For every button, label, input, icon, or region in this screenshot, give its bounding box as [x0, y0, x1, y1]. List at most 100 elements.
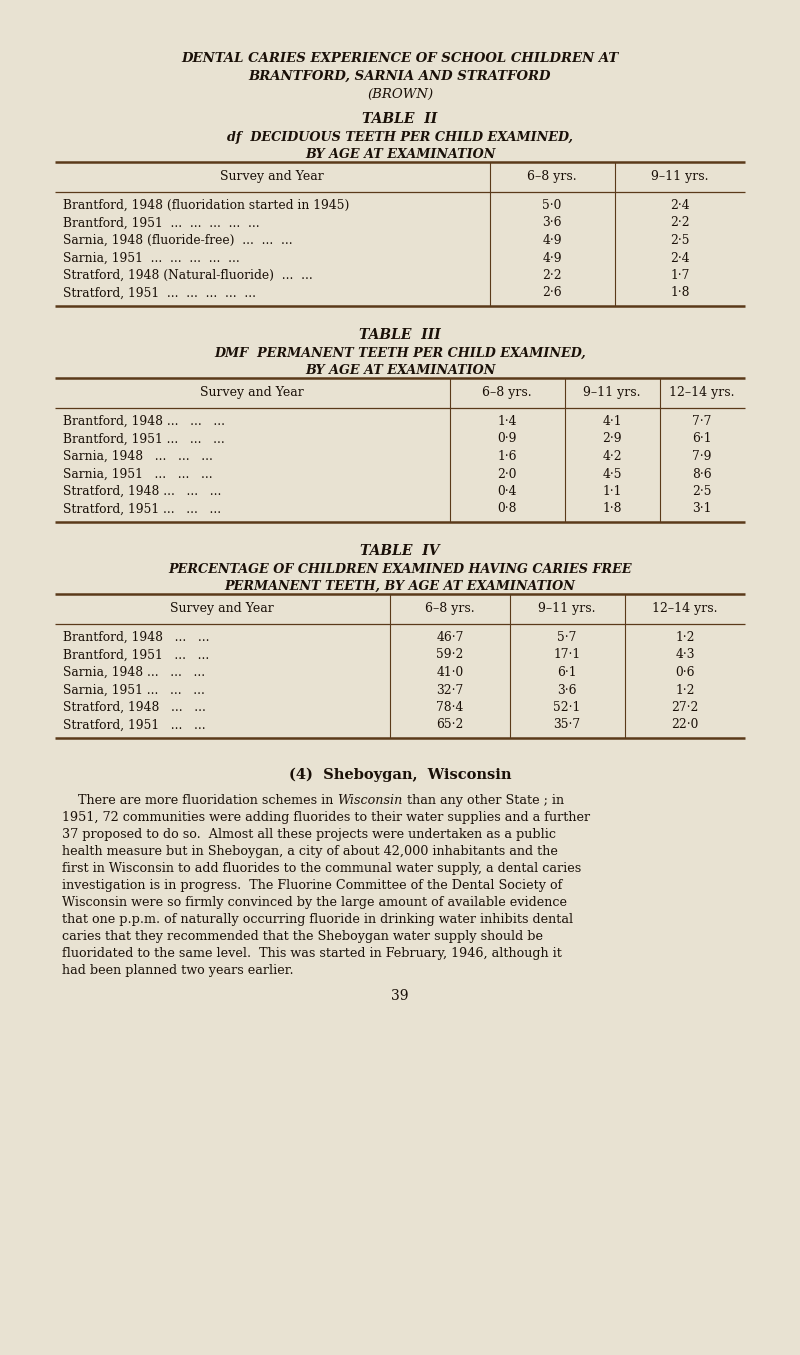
- Text: 2·2: 2·2: [542, 270, 562, 282]
- Text: 2·5: 2·5: [670, 234, 690, 247]
- Text: 41·0: 41·0: [436, 667, 464, 679]
- Text: 6·1: 6·1: [692, 432, 712, 446]
- Text: 9–11 yrs.: 9–11 yrs.: [538, 602, 596, 615]
- Text: 59·2: 59·2: [436, 649, 464, 661]
- Text: TABLE  III: TABLE III: [359, 328, 441, 341]
- Text: 6–8 yrs.: 6–8 yrs.: [482, 386, 532, 398]
- Text: 4·9: 4·9: [542, 252, 562, 264]
- Text: 1951, 72 communities were adding fluorides to their water supplies and a further: 1951, 72 communities were adding fluorid…: [62, 812, 590, 824]
- Text: TABLE  IV: TABLE IV: [360, 543, 440, 558]
- Text: 2·2: 2·2: [670, 217, 690, 229]
- Text: 6·1: 6·1: [558, 667, 577, 679]
- Text: df  DECIDUOUS TEETH PER CHILD EXAMINED,: df DECIDUOUS TEETH PER CHILD EXAMINED,: [227, 131, 573, 144]
- Text: 2·6: 2·6: [542, 286, 562, 299]
- Text: 17·1: 17·1: [554, 649, 581, 661]
- Text: 37 proposed to do so.  Almost all these projects were undertaken as a public: 37 proposed to do so. Almost all these p…: [62, 828, 556, 841]
- Text: investigation is in progress.  The Fluorine Committee of the Dental Society of: investigation is in progress. The Fluori…: [62, 879, 562, 892]
- Text: Sarnia, 1948 ...   ...   ...: Sarnia, 1948 ... ... ...: [63, 667, 205, 679]
- Text: Stratford, 1948 (Natural-fluoride)  ...  ...: Stratford, 1948 (Natural-fluoride) ... .…: [63, 270, 313, 282]
- Text: caries that they recommended that the Sheboygan water supply should be: caries that they recommended that the Sh…: [62, 930, 543, 943]
- Text: 2·0: 2·0: [498, 467, 517, 481]
- Text: There are more fluoridation schemes in: There are more fluoridation schemes in: [62, 794, 338, 808]
- Text: Sarnia, 1948   ...   ...   ...: Sarnia, 1948 ... ... ...: [63, 450, 213, 463]
- Text: 3·6: 3·6: [542, 217, 562, 229]
- Text: health measure but in Sheboygan, a city of about 42,000 inhabitants and the: health measure but in Sheboygan, a city …: [62, 846, 558, 858]
- Text: 12–14 yrs.: 12–14 yrs.: [652, 602, 718, 615]
- Text: There are more fluoridation schemes in: There are more fluoridation schemes in: [62, 794, 338, 808]
- Text: Brantford, 1951  ...  ...  ...  ...  ...: Brantford, 1951 ... ... ... ... ...: [63, 217, 260, 229]
- Text: Brantford, 1951   ...   ...: Brantford, 1951 ... ...: [63, 649, 210, 661]
- Text: 65·2: 65·2: [436, 718, 464, 732]
- Text: Brantford, 1948 ...   ...   ...: Brantford, 1948 ... ... ...: [63, 415, 225, 428]
- Text: Wisconsin were so firmly convinced by the large amount of available evidence: Wisconsin were so firmly convinced by th…: [62, 896, 567, 909]
- Text: 5·0: 5·0: [542, 199, 562, 211]
- Text: 6–8 yrs.: 6–8 yrs.: [527, 169, 577, 183]
- Text: PERMANENT TEETH, BY AGE AT EXAMINATION: PERMANENT TEETH, BY AGE AT EXAMINATION: [225, 580, 575, 593]
- Text: Survey and Year: Survey and Year: [170, 602, 274, 615]
- Text: 1·6: 1·6: [498, 450, 517, 463]
- Text: DMF  PERMANENT TEETH PER CHILD EXAMINED,: DMF PERMANENT TEETH PER CHILD EXAMINED,: [214, 347, 586, 360]
- Text: than any other State ; in: than any other State ; in: [402, 794, 564, 808]
- Text: 2·9: 2·9: [602, 432, 622, 446]
- Text: 1·7: 1·7: [670, 270, 690, 282]
- Text: 4·1: 4·1: [602, 415, 622, 428]
- Text: 12–14 yrs.: 12–14 yrs.: [670, 386, 734, 398]
- Text: 3·1: 3·1: [692, 503, 712, 515]
- Text: first in Wisconsin to add fluorides to the communal water supply, a dental carie: first in Wisconsin to add fluorides to t…: [62, 862, 582, 875]
- Text: that one p.p.m. of naturally occurring fluoride in drinking water inhibits denta: that one p.p.m. of naturally occurring f…: [62, 913, 573, 925]
- Text: 8·6: 8·6: [692, 467, 712, 481]
- Text: Stratford, 1948   ...   ...: Stratford, 1948 ... ...: [63, 701, 206, 714]
- Text: 78·4: 78·4: [436, 701, 464, 714]
- Text: TABLE  II: TABLE II: [362, 112, 438, 126]
- Text: 0·4: 0·4: [498, 485, 517, 499]
- Text: 46·7: 46·7: [436, 631, 464, 644]
- Text: 1·2: 1·2: [675, 683, 694, 696]
- Text: DENTAL CARIES EXPERIENCE OF SCHOOL CHILDREN AT: DENTAL CARIES EXPERIENCE OF SCHOOL CHILD…: [182, 51, 618, 65]
- Text: 35·7: 35·7: [554, 718, 581, 732]
- Text: 0·8: 0·8: [498, 503, 517, 515]
- Text: 52·1: 52·1: [554, 701, 581, 714]
- Text: 4·3: 4·3: [675, 649, 694, 661]
- Text: BRANTFORD, SARNIA AND STRATFORD: BRANTFORD, SARNIA AND STRATFORD: [249, 70, 551, 83]
- Text: fluoridated to the same level.  This was started in February, 1946, although it: fluoridated to the same level. This was …: [62, 947, 562, 959]
- Text: Sarnia, 1951   ...   ...   ...: Sarnia, 1951 ... ... ...: [63, 467, 213, 481]
- Text: 4·2: 4·2: [602, 450, 622, 463]
- Text: 27·2: 27·2: [671, 701, 698, 714]
- Text: 1·1: 1·1: [602, 485, 622, 499]
- Text: 9–11 yrs.: 9–11 yrs.: [651, 169, 709, 183]
- Text: 1·8: 1·8: [602, 503, 622, 515]
- Text: Survey and Year: Survey and Year: [200, 386, 304, 398]
- Text: Brantford, 1951 ...   ...   ...: Brantford, 1951 ... ... ...: [63, 432, 225, 446]
- Text: Sarnia, 1951  ...  ...  ...  ...  ...: Sarnia, 1951 ... ... ... ... ...: [63, 252, 240, 264]
- Text: 2·5: 2·5: [692, 485, 712, 499]
- Text: Stratford, 1951 ...   ...   ...: Stratford, 1951 ... ... ...: [63, 503, 221, 515]
- Text: Stratford, 1951  ...  ...  ...  ...  ...: Stratford, 1951 ... ... ... ... ...: [63, 286, 256, 299]
- Text: 9–11 yrs.: 9–11 yrs.: [583, 386, 641, 398]
- Text: 6–8 yrs.: 6–8 yrs.: [425, 602, 475, 615]
- Text: 7·9: 7·9: [692, 450, 712, 463]
- Text: PERCENTAGE OF CHILDREN EXAMINED HAVING CARIES FREE: PERCENTAGE OF CHILDREN EXAMINED HAVING C…: [168, 562, 632, 576]
- Text: BY AGE AT EXAMINATION: BY AGE AT EXAMINATION: [305, 364, 495, 377]
- Text: 22·0: 22·0: [671, 718, 698, 732]
- Text: had been planned two years earlier.: had been planned two years earlier.: [62, 963, 294, 977]
- Text: Brantford, 1948   ...   ...: Brantford, 1948 ... ...: [63, 631, 210, 644]
- Text: 1·8: 1·8: [670, 286, 690, 299]
- Text: Stratford, 1951   ...   ...: Stratford, 1951 ... ...: [63, 718, 206, 732]
- Text: 39: 39: [391, 989, 409, 1003]
- Text: 1·4: 1·4: [498, 415, 517, 428]
- Text: 7·7: 7·7: [692, 415, 712, 428]
- Text: 0·6: 0·6: [675, 667, 694, 679]
- Text: 5·7: 5·7: [558, 631, 577, 644]
- Text: 4·9: 4·9: [542, 234, 562, 247]
- Text: 1·2: 1·2: [675, 631, 694, 644]
- Text: 0·9: 0·9: [498, 432, 517, 446]
- Text: Stratford, 1948 ...   ...   ...: Stratford, 1948 ... ... ...: [63, 485, 222, 499]
- Text: 3·6: 3·6: [558, 683, 577, 696]
- Text: Sarnia, 1951 ...   ...   ...: Sarnia, 1951 ... ... ...: [63, 683, 205, 696]
- Text: Wisconsin: Wisconsin: [338, 794, 402, 808]
- Text: 4·5: 4·5: [602, 467, 622, 481]
- Text: Brantford, 1948 (fluoridation started in 1945): Brantford, 1948 (fluoridation started in…: [63, 199, 350, 211]
- Text: 2·4: 2·4: [670, 199, 690, 211]
- Text: Sarnia, 1948 (fluoride-free)  ...  ...  ...: Sarnia, 1948 (fluoride-free) ... ... ...: [63, 234, 293, 247]
- Text: BY AGE AT EXAMINATION: BY AGE AT EXAMINATION: [305, 148, 495, 161]
